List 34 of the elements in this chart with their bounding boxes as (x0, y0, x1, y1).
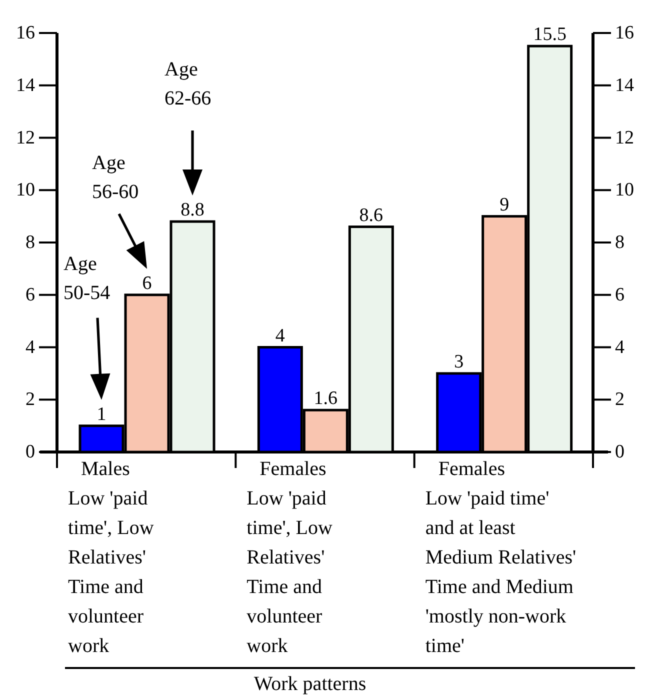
annotation: Age 50-54 (64, 252, 110, 304)
data-label: 4 (275, 325, 286, 346)
y2-tick-label: 12 (615, 127, 634, 148)
data-label: 15.5 (533, 24, 566, 46)
x-tick-label: Males Low 'paid time', Low Relatives' Time and volunteer work (68, 458, 154, 657)
y2-tick-label: 0 (615, 442, 624, 462)
data-label: 9 (500, 194, 510, 216)
y-tick-label: 8 (26, 232, 35, 253)
y-tick-label: 10 (16, 180, 35, 201)
y-tick-label: 16 (16, 22, 35, 44)
y2-tick-label: 2 (615, 389, 624, 410)
data-label: 6 (142, 272, 152, 294)
annotation: Age 62-66 (164, 58, 212, 110)
y-tick-label: 12 (16, 127, 35, 148)
y-tick-label: 6 (26, 284, 35, 306)
data-label: 8.8 (180, 200, 204, 221)
data-label: 1.6 (314, 388, 338, 410)
y-tick-label: 14 (16, 74, 36, 96)
annotation: Age 56-60 (92, 152, 139, 203)
y2-tick-label: 6 (615, 284, 624, 306)
y-tick-label: 4 (26, 336, 36, 358)
y-tick-label: 2 (26, 389, 35, 410)
y2-tick-label: 14 (615, 74, 634, 96)
y2-tick-label: 16 (615, 22, 634, 44)
x-tick-label: Females Low 'paid time', Low Relatives' Time and volunteer work (246, 458, 334, 657)
data-label: 8.6 (359, 204, 384, 226)
data-label: 1 (96, 404, 106, 425)
x-tick-label: Females Low 'paid time' and at least Medium Relatives' Time and Medium 'mostly non-work time' (425, 458, 576, 657)
x-axis-title: Work patterns (254, 673, 366, 695)
y-tick-label: 0 (26, 442, 35, 462)
y2-tick-label: 8 (615, 232, 624, 253)
y2-tick-label: 4 (615, 336, 625, 358)
y2-tick-label: 10 (615, 180, 634, 201)
data-label: 3 (454, 351, 464, 372)
